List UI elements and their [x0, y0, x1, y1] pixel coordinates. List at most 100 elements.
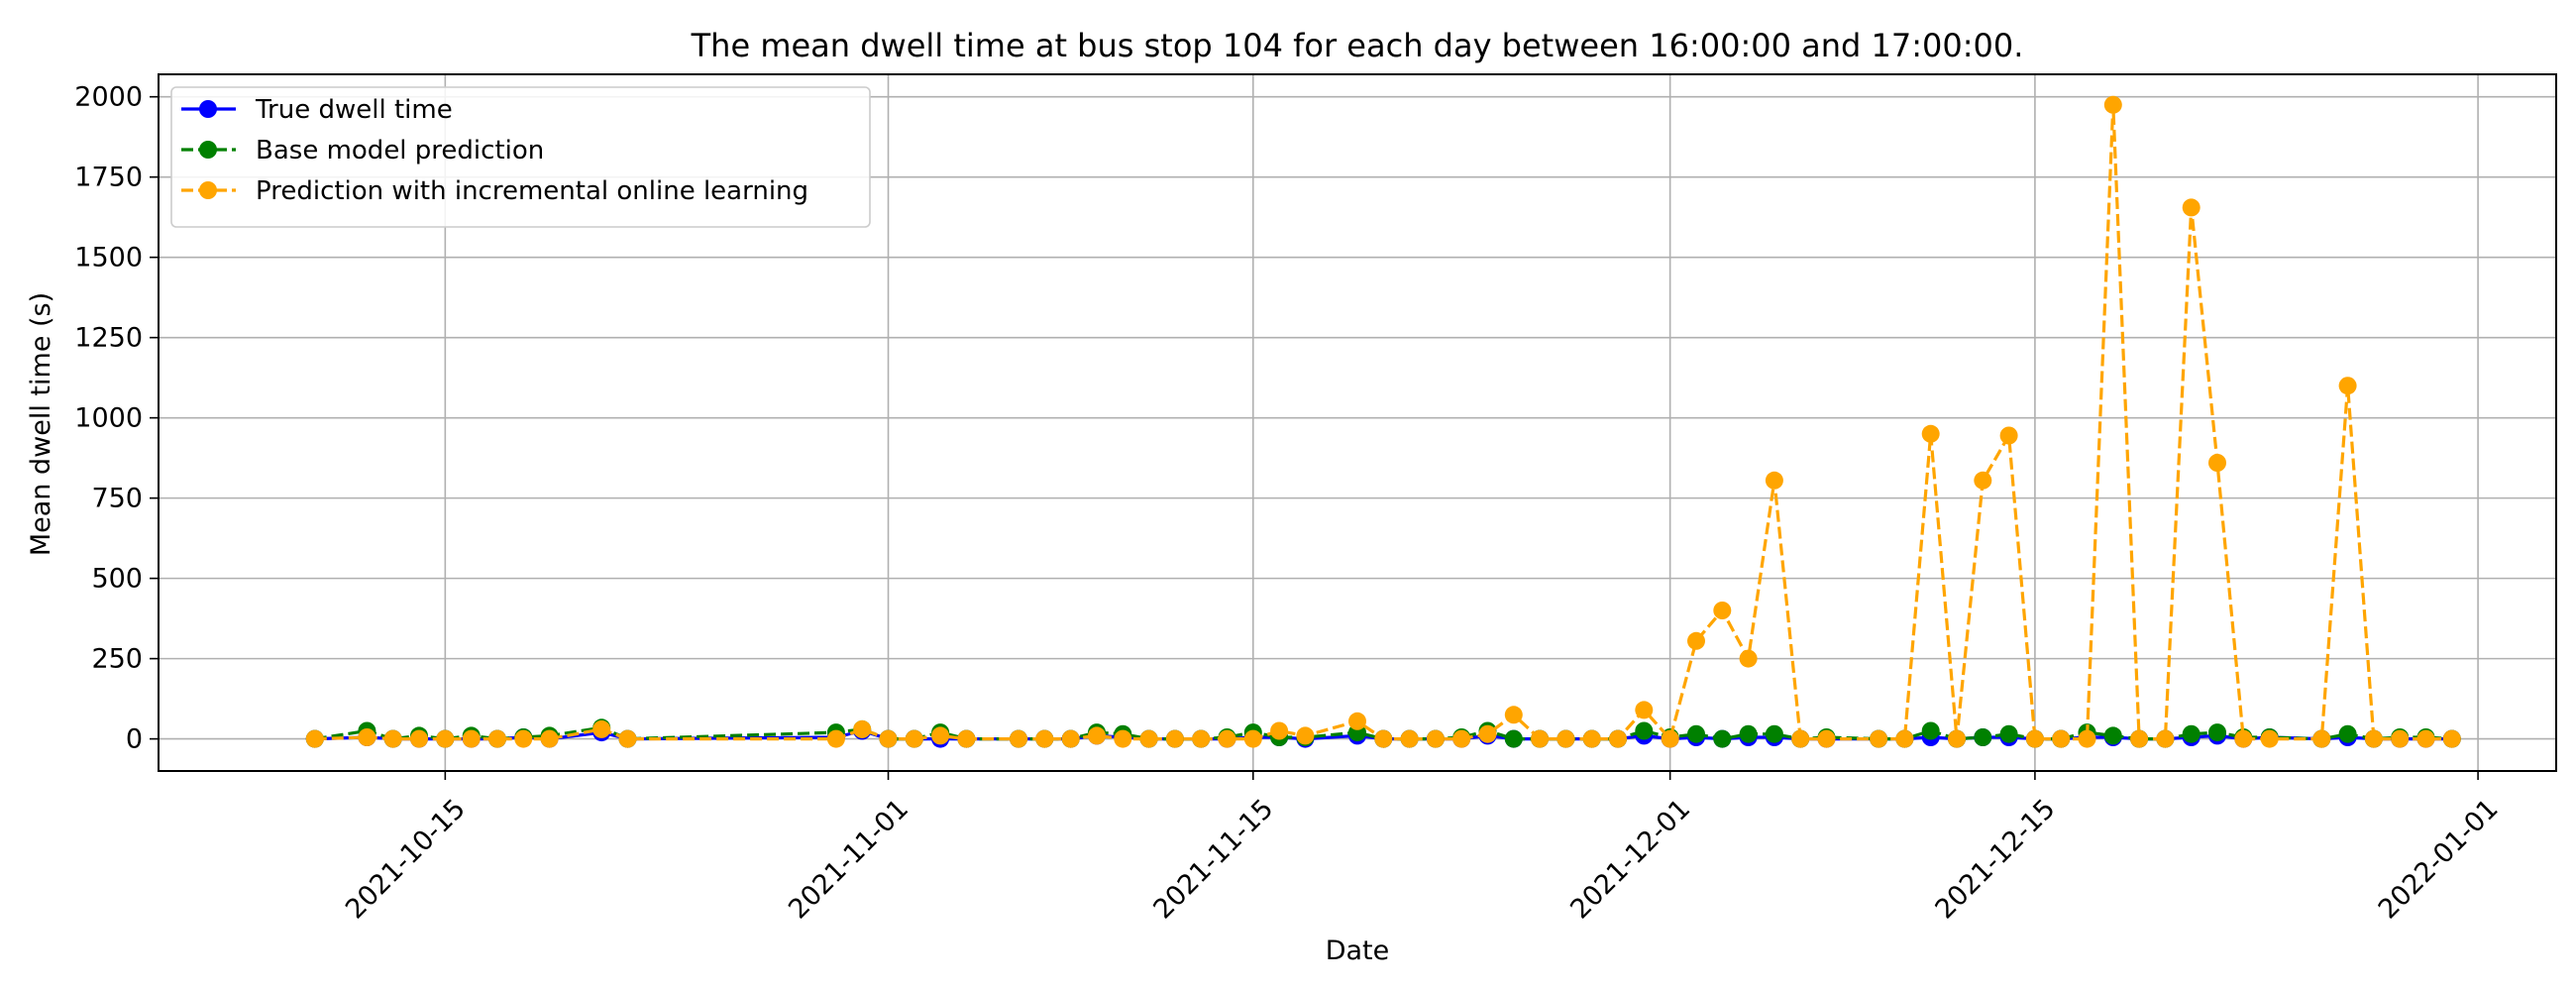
data-point	[1504, 729, 1523, 748]
data-point	[2182, 724, 2200, 743]
data-point	[1739, 724, 1758, 743]
data-point	[2416, 729, 2435, 748]
data-point	[1999, 426, 2018, 445]
data-point	[1192, 729, 1211, 748]
series-line	[314, 103, 2452, 741]
legend-item: True dwell time	[181, 95, 453, 125]
data-point	[1999, 724, 2018, 743]
data-point	[2338, 724, 2357, 743]
data-point	[1400, 729, 1419, 748]
data-point	[879, 729, 898, 748]
data-point	[2103, 95, 2122, 114]
data-point	[1921, 721, 1940, 740]
legend-marker	[199, 181, 217, 199]
data-point	[2312, 729, 2331, 748]
data-point	[540, 729, 559, 748]
y-axis-title: Mean dwell time (s)	[26, 292, 56, 556]
data-point	[462, 729, 481, 748]
data-point	[853, 719, 872, 738]
data-point	[1218, 729, 1236, 748]
data-point	[2052, 729, 2071, 748]
data-point	[1296, 726, 1315, 745]
y-tick-label: 1250	[74, 323, 143, 354]
data-point	[1765, 724, 1783, 743]
data-point	[1974, 471, 1992, 490]
legend-item: Prediction with incremental online learn…	[181, 176, 808, 206]
data-point	[931, 726, 950, 745]
data-point	[1713, 729, 1732, 748]
legend-item: Base model prediction	[181, 136, 544, 165]
data-point	[2130, 729, 2149, 748]
data-point	[1817, 729, 1836, 748]
data-point	[1713, 602, 1732, 619]
data-point	[436, 729, 455, 748]
data-point	[358, 728, 376, 746]
data-point	[1139, 729, 1158, 748]
data-point	[2156, 729, 2175, 748]
legend-label: Base model prediction	[256, 136, 544, 165]
data-point	[1635, 701, 1654, 719]
data-point	[1609, 729, 1627, 748]
data-point	[488, 729, 506, 748]
data-point	[1010, 729, 1027, 748]
legend-label: Prediction with incremental online learn…	[256, 176, 808, 206]
data-point	[1531, 729, 1550, 748]
data-point	[1270, 721, 1289, 740]
legend: True dwell time Base model prediction Pred…	[170, 86, 871, 228]
data-point	[1452, 729, 1471, 748]
data-point	[2103, 726, 2122, 745]
data-point	[1687, 631, 1705, 650]
data-point	[1035, 729, 1054, 748]
data-point	[1687, 724, 1705, 743]
data-point	[905, 729, 923, 748]
x-axis-title: Date	[1326, 936, 1390, 966]
data-point	[1478, 724, 1497, 743]
data-point	[1374, 729, 1393, 748]
series-2	[305, 95, 2461, 748]
data-point	[1165, 729, 1184, 748]
legend-box	[170, 86, 871, 228]
data-point	[1348, 712, 1366, 730]
data-point	[383, 729, 402, 748]
data-point	[618, 729, 637, 748]
data-point	[1739, 649, 1758, 668]
chart-title: The mean dwell time at bus stop 104 for …	[691, 27, 2024, 64]
data-point	[2391, 729, 2410, 748]
data-point	[1974, 728, 1992, 746]
y-tick-label: 0	[126, 724, 143, 755]
data-point	[2234, 729, 2253, 748]
series-line	[314, 728, 2452, 741]
y-tick-label: 1000	[74, 403, 143, 434]
data-point	[2182, 198, 2200, 217]
data-point	[2078, 729, 2096, 748]
data-point	[1661, 729, 1679, 748]
data-point	[1582, 729, 1601, 748]
legend-marker	[199, 141, 217, 159]
legend-marker	[199, 100, 217, 118]
plot-series	[305, 95, 2461, 748]
data-point	[1088, 726, 1106, 745]
data-point	[1504, 706, 1523, 724]
data-point	[514, 729, 533, 748]
data-point	[2260, 729, 2279, 748]
data-point	[1765, 471, 1783, 490]
data-point	[2208, 723, 2226, 742]
legend-label: True dwell time	[255, 95, 453, 125]
y-tick-label: 750	[91, 484, 143, 514]
data-point	[1556, 729, 1575, 748]
data-point	[1948, 729, 1966, 748]
y-tick-label: 250	[91, 644, 143, 675]
data-point	[2025, 729, 2044, 748]
y-tick-label: 1500	[74, 243, 143, 274]
data-point	[1895, 729, 1914, 748]
plot-frame	[158, 73, 2557, 772]
data-point	[1061, 729, 1080, 748]
data-point	[957, 729, 976, 748]
data-point	[2338, 377, 2357, 395]
data-point	[305, 729, 324, 748]
data-point	[2442, 729, 2461, 748]
data-point	[1791, 729, 1810, 748]
data-point	[1243, 729, 1262, 748]
y-tick-label: 2000	[74, 82, 143, 113]
